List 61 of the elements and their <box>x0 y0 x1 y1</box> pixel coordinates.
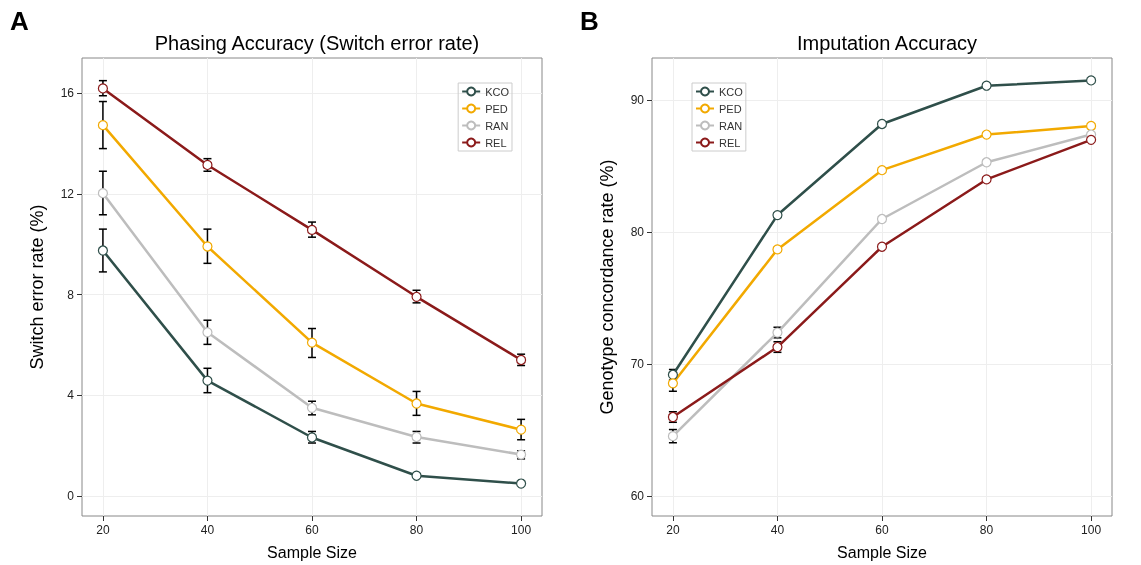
y-tick-label: 90 <box>630 93 645 108</box>
point <box>1086 120 1097 132</box>
y-axis-title: Genotype concordance rate (%) <box>597 159 617 415</box>
text: A <box>10 6 29 36</box>
point <box>876 118 888 130</box>
legend-label: RAN <box>719 119 743 132</box>
point <box>876 165 888 176</box>
legend-label: REL <box>485 136 507 149</box>
legend-label: PED <box>485 102 508 115</box>
x-tick-label: 20 <box>96 523 110 537</box>
x-axis-title: Sample Size <box>837 543 928 561</box>
x-tick-label: 40 <box>200 523 215 537</box>
y-tick-label: 16 <box>60 86 75 101</box>
x-tick-label: 100 <box>511 523 532 537</box>
point <box>97 245 109 256</box>
y-tick-label: 12 <box>60 186 75 201</box>
legend-label: KCO <box>485 85 510 98</box>
point <box>876 241 888 252</box>
point <box>772 244 783 255</box>
point <box>1086 75 1097 86</box>
point <box>202 375 213 386</box>
y-axis-title: Switch error rate (%) <box>27 204 47 370</box>
y-tick-label: 4 <box>67 388 75 403</box>
point <box>876 213 888 225</box>
y-tick-label: 70 <box>630 357 645 372</box>
point <box>202 241 213 252</box>
x-tick-label: 100 <box>1081 523 1102 537</box>
y-tick-label: 60 <box>630 489 645 504</box>
point <box>981 157 992 168</box>
x-tick-label: 80 <box>979 523 994 537</box>
point <box>667 378 679 389</box>
point <box>97 120 109 131</box>
point <box>97 188 109 199</box>
chart-title: Phasing Accuracy (Switch error rate) <box>154 32 480 54</box>
x-tick-label: 80 <box>409 523 424 537</box>
point <box>411 398 422 409</box>
chart-title: Imputation Accuracy <box>796 32 978 54</box>
point <box>772 209 783 221</box>
x-tick-label: 40 <box>770 523 785 537</box>
legend-label: PED <box>719 102 742 115</box>
x-tick-label: 20 <box>666 523 680 537</box>
point <box>306 337 318 348</box>
text: B <box>580 6 599 36</box>
legend-label: RAN <box>485 119 509 132</box>
point <box>981 174 992 185</box>
legend-label: REL <box>719 136 741 149</box>
x-tick-label: 60 <box>305 523 319 537</box>
point <box>202 327 213 338</box>
y-tick-label: 8 <box>67 287 75 302</box>
point <box>516 478 527 489</box>
x-axis-title: Sample Size <box>267 543 358 561</box>
point <box>411 470 422 481</box>
legend-label: KCO <box>719 85 744 98</box>
x-tick-label: 60 <box>875 523 889 537</box>
y-tick-label: 80 <box>630 225 645 240</box>
point <box>981 129 992 140</box>
point <box>981 80 992 91</box>
point <box>516 424 527 435</box>
y-tick-label: 0 <box>67 488 75 503</box>
point <box>1086 134 1097 145</box>
point <box>97 83 109 94</box>
